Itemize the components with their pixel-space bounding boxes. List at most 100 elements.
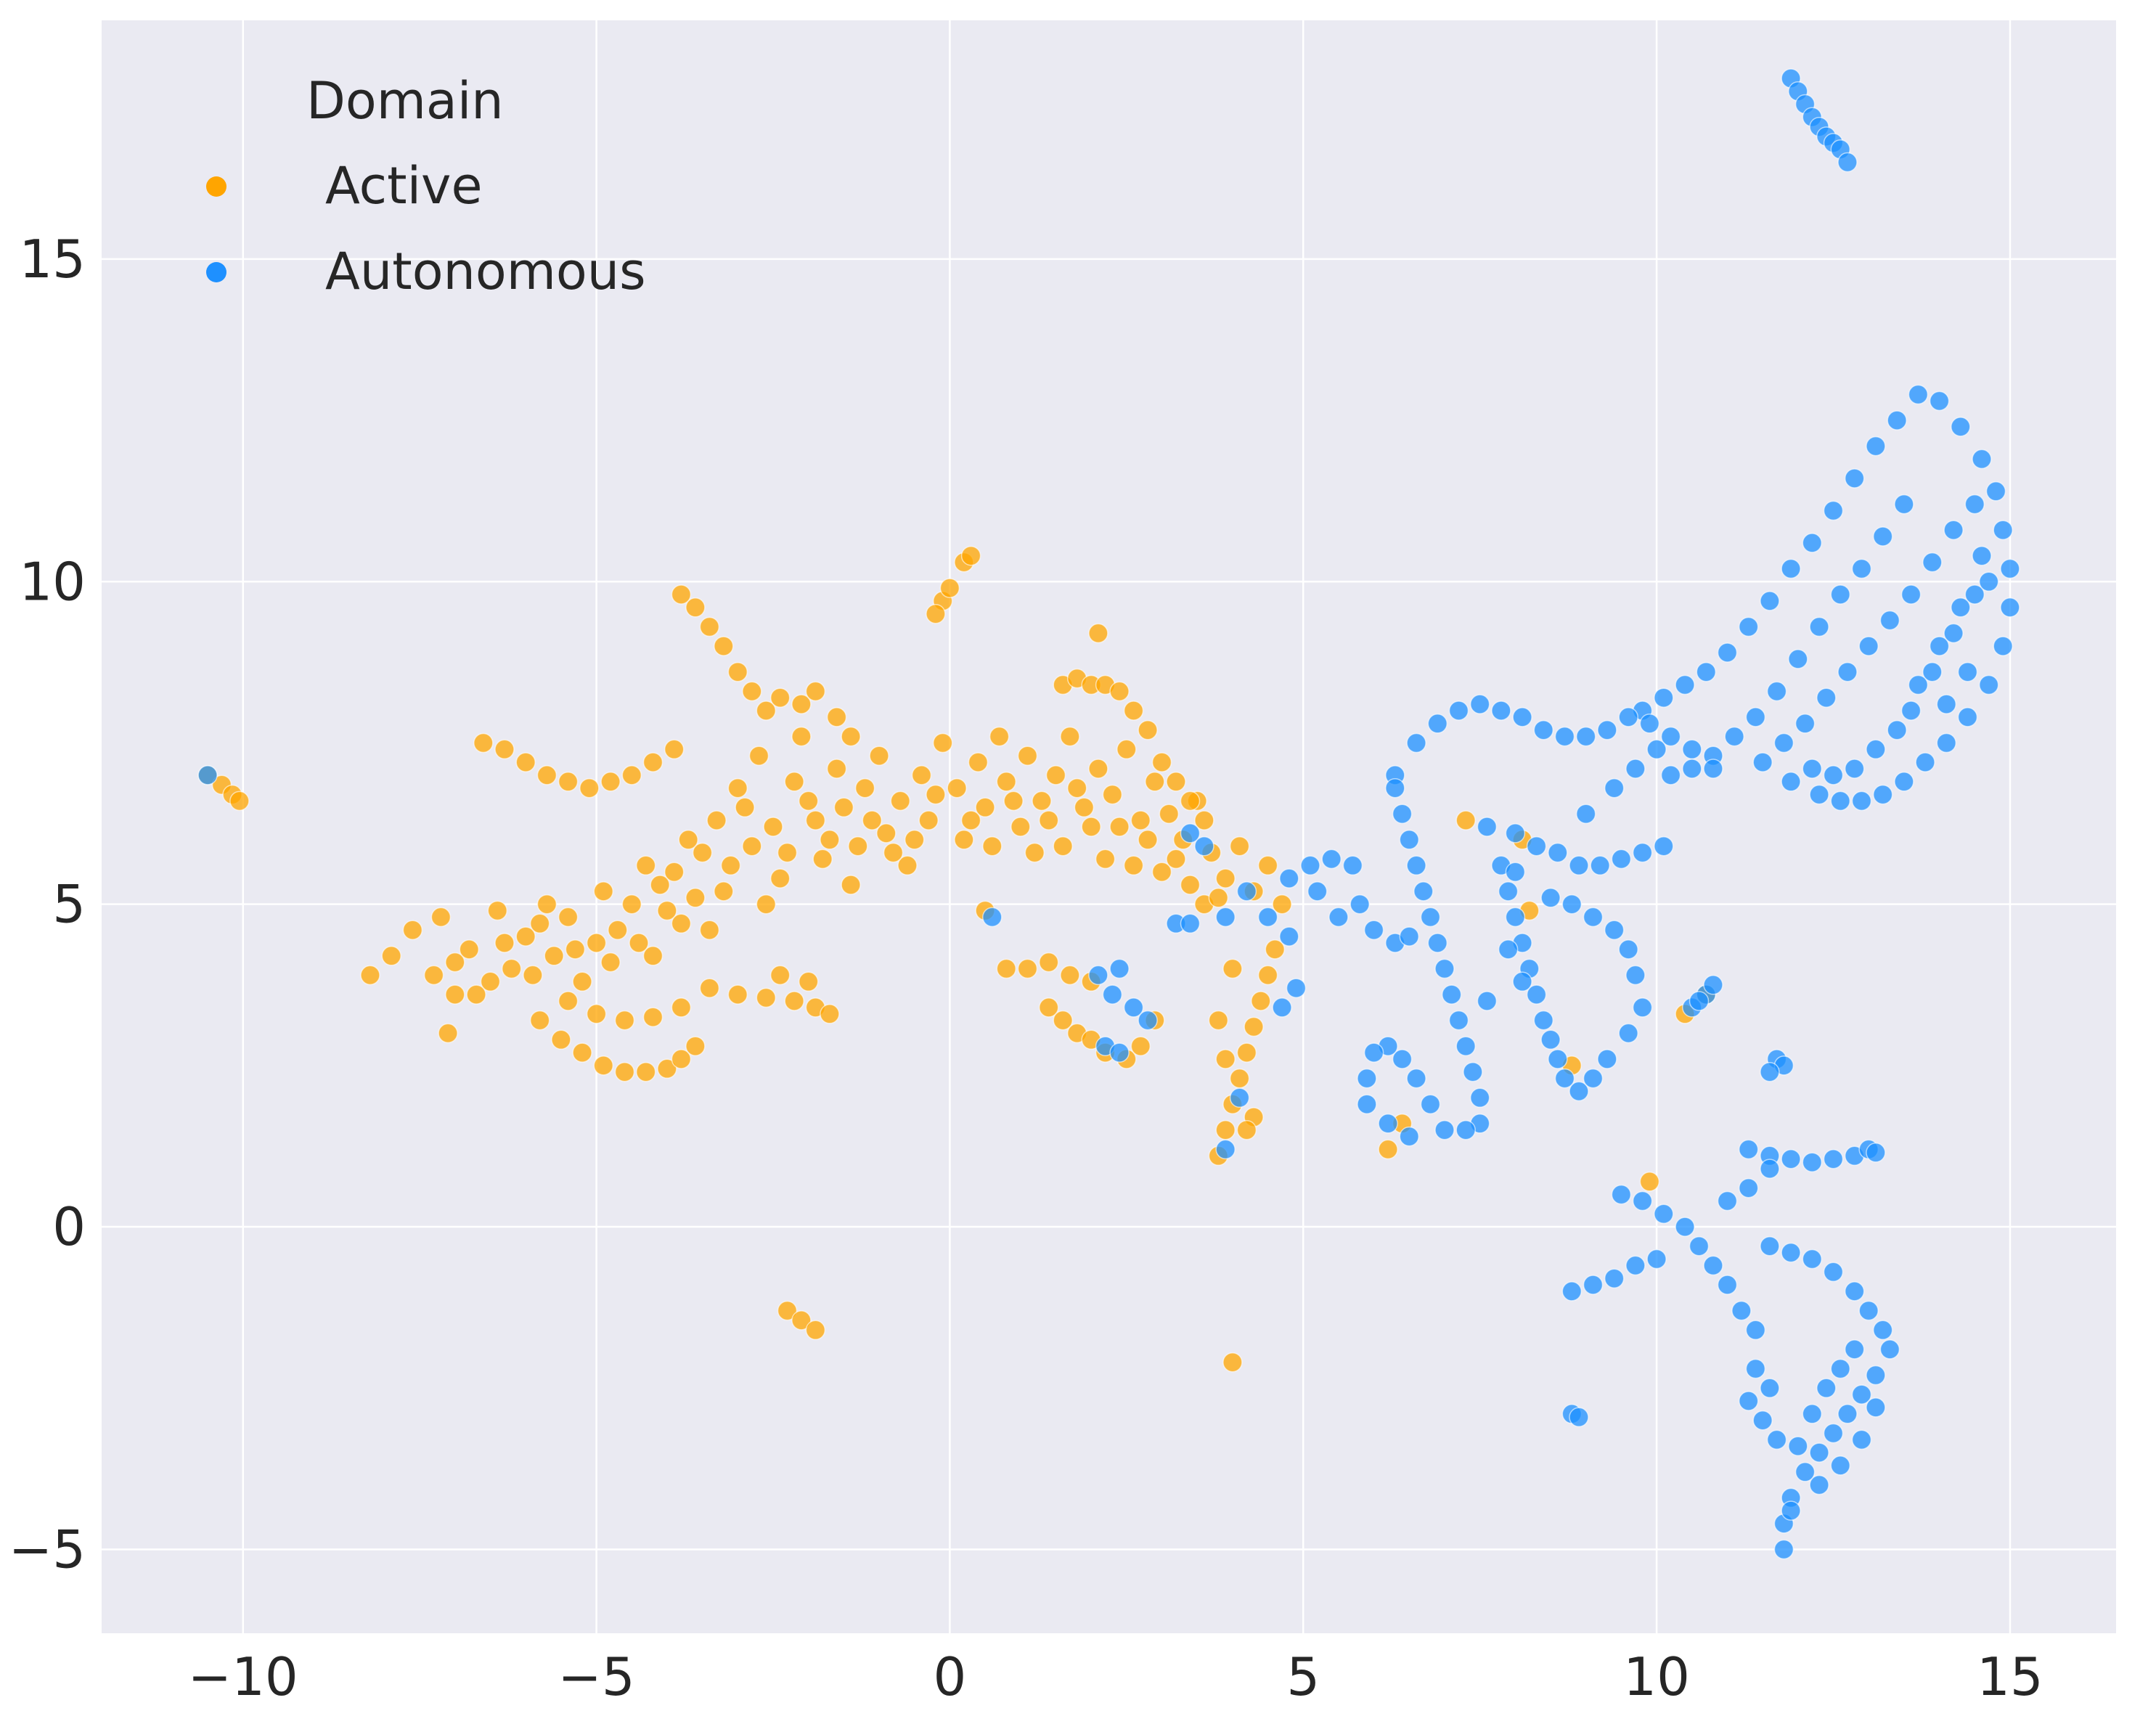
data-point: [494, 739, 515, 760]
data-point: [671, 913, 692, 934]
data-point: [1109, 681, 1130, 702]
data-point: [1138, 719, 1158, 740]
data-point: [360, 965, 380, 986]
data-point: [805, 681, 826, 702]
data-point: [1922, 661, 1943, 682]
data-point: [1639, 714, 1660, 734]
data-point: [629, 933, 649, 953]
data-point: [671, 584, 692, 605]
data-point: [1929, 636, 1950, 656]
x-tick-label: 10: [1623, 1646, 1690, 1707]
points: [197, 68, 2020, 1560]
data-point: [1427, 714, 1448, 734]
data-point: [600, 952, 621, 973]
data-point: [1632, 842, 1653, 863]
data-point: [1900, 584, 1922, 605]
data-point: [1215, 1119, 1236, 1140]
data-point: [529, 913, 550, 934]
data-point: [1088, 965, 1108, 986]
data-point: [727, 661, 748, 682]
data-point: [1773, 1539, 1794, 1560]
data-point: [1300, 855, 1320, 876]
data-point: [1894, 494, 1914, 515]
data-point: [1053, 1010, 1073, 1031]
data-point: [551, 1029, 571, 1050]
data-point: [1964, 584, 1985, 605]
data-point: [1180, 913, 1201, 934]
data-point: [1420, 907, 1441, 928]
data-point: [826, 707, 847, 727]
data-point: [1498, 881, 1519, 902]
data-point: [1272, 894, 1292, 915]
data-point: [1611, 1184, 1632, 1205]
data-point: [1809, 616, 1829, 637]
data-point: [1993, 520, 2013, 540]
data-point: [1654, 836, 1674, 857]
data-point: [1837, 661, 1858, 682]
data-point: [833, 797, 854, 818]
data-point: [586, 1004, 607, 1024]
data-point: [685, 597, 706, 618]
data-point: [1392, 804, 1413, 824]
data-point: [735, 797, 755, 818]
data-point: [1533, 1010, 1554, 1031]
data-point: [1760, 1378, 1780, 1399]
data-point: [1109, 958, 1130, 979]
data-point: [714, 881, 734, 902]
data-point: [536, 765, 558, 785]
data-point: [1703, 759, 1723, 779]
data-point: [1894, 772, 1914, 792]
data-point: [1654, 1204, 1674, 1225]
data-point: [869, 745, 889, 766]
data-point: [769, 965, 791, 986]
data-point: [960, 810, 981, 830]
data-point: [699, 978, 720, 998]
data-point: [1222, 1352, 1243, 1373]
data-point: [1533, 719, 1554, 740]
data-point: [445, 952, 465, 973]
data-point: [1032, 790, 1052, 812]
data-point: [1724, 726, 1744, 747]
data-point: [1123, 700, 1144, 721]
data-point: [1561, 1281, 1583, 1302]
data-point: [1279, 868, 1299, 888]
data-point: [1215, 1049, 1236, 1069]
data-point: [1548, 842, 1568, 863]
data-point: [932, 732, 953, 753]
data-point: [1872, 526, 1893, 547]
data-point: [1307, 881, 1328, 902]
data-point: [1194, 836, 1214, 857]
data-point: [1837, 152, 1858, 173]
data-point: [1823, 1262, 1844, 1283]
data-point: [1625, 1255, 1646, 1276]
data-point: [727, 777, 748, 798]
data-point: [699, 920, 720, 940]
data-point: [1823, 765, 1844, 785]
data-point: [777, 1300, 798, 1321]
data-point: [1569, 1407, 1589, 1428]
data-point: [1441, 984, 1462, 1005]
data-point: [445, 984, 465, 1005]
data-point: [685, 888, 706, 908]
data-point: [1066, 777, 1087, 798]
data-point: [515, 752, 536, 772]
data-point: [805, 810, 826, 830]
data-point: [848, 836, 868, 857]
data-point: [1130, 1036, 1151, 1056]
data-point: [1879, 1339, 1900, 1360]
data-point: [593, 881, 614, 902]
data-point: [756, 700, 777, 721]
data-point: [1477, 991, 1498, 1011]
data-point: [1837, 1404, 1858, 1424]
data-point: [1102, 984, 1123, 1005]
data-point: [1590, 855, 1610, 876]
data-point: [1618, 707, 1638, 727]
data-point: [544, 946, 564, 966]
series-active: [197, 545, 1717, 1373]
data-point: [1088, 759, 1108, 779]
data-point: [784, 772, 804, 792]
data-point: [1802, 1152, 1823, 1172]
data-point: [1900, 700, 1922, 721]
data-point: [742, 836, 762, 857]
